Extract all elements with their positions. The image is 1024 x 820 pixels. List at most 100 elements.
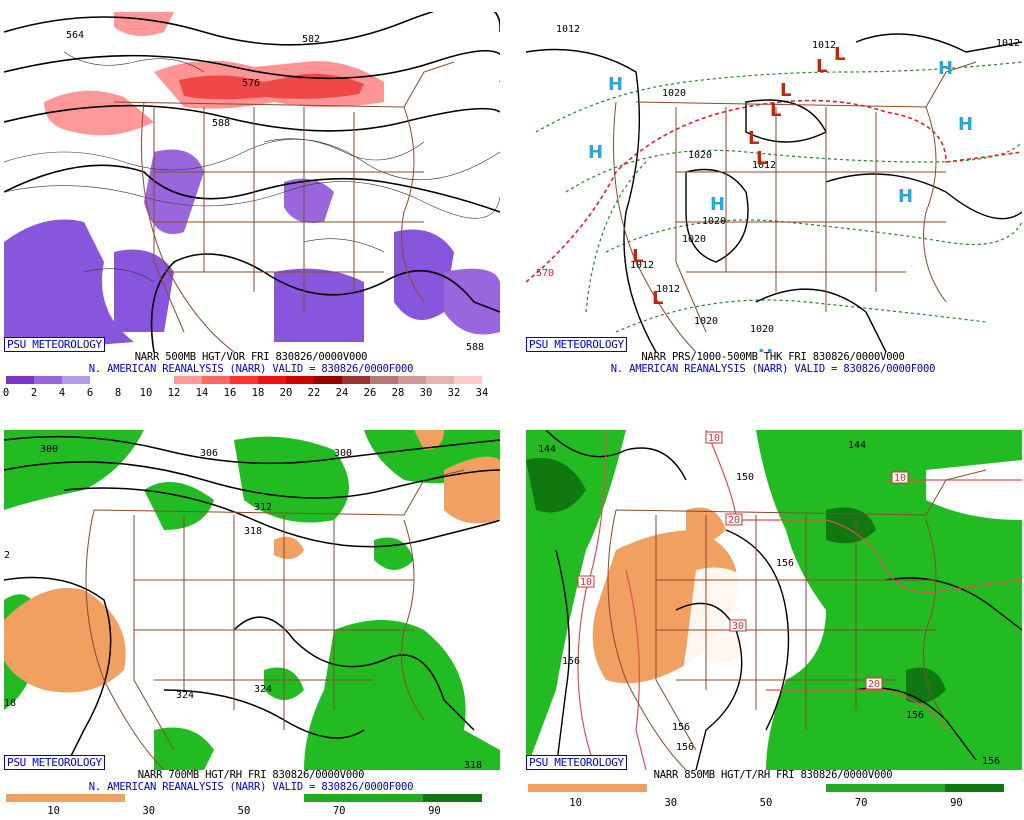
contour-label: 156 [672,722,690,733]
colorbar-swatch [363,794,423,802]
low-pressure-marker: L [748,128,759,149]
colorbar-swatch [258,376,286,384]
contour-label: 588 [212,118,230,129]
colorbar-swatch [244,794,304,802]
political-borders [613,61,977,352]
colorbar-label: 30 [664,797,678,809]
low-pressure-marker: L [756,148,767,169]
colorbar-swatch [647,784,707,792]
contour-label: 156 [982,756,1000,767]
temperature-label: 10 [580,577,592,588]
contour-label: 306 [200,448,218,459]
colorbar-label: 12 [167,387,181,399]
rh-moist-area [304,620,500,770]
high-pressure-marker: H [588,142,603,163]
contour-label: 312 [254,502,272,513]
colorbar-label: 0 [2,387,10,399]
rh-moist-area [144,482,214,530]
temperature-label: 10 [894,473,906,484]
contour-label: 156 [906,710,924,721]
colorbar-swatch [706,784,766,792]
vorticity-positive-area-west [44,90,154,136]
high-pressure-marker: H [958,114,973,135]
colorbar-swatch [528,784,588,792]
colorbar-label: 6 [86,387,94,399]
colorbar-swatch [146,376,174,384]
rh-moist-area [234,436,349,523]
colorbar-label: 2 [30,387,38,399]
colorbar-swatch [422,794,482,802]
map-500mb: 564 582 576 588 588 [4,12,500,352]
low-pressure-marker: L [632,246,643,267]
high-pressure-marker: H [898,186,913,207]
contour-label: 582 [302,34,320,45]
low-pressure-marker: L [770,100,781,121]
political-borders [607,469,987,770]
contour-label: 300 [40,444,58,455]
panel-500mb-vorticity: 564 582 576 588 588 PSU METEOROLOGY NARR… [0,0,502,402]
isobar-label: 1012 [996,38,1020,49]
colorbar-swatch [587,784,647,792]
low-pressure-marker: L [816,56,827,77]
colorbar-swatch [6,376,34,384]
colorbar-swatch [230,376,258,384]
contour-label: 300 [334,448,352,459]
vorticity-negative-gulf [444,268,500,335]
colorbar-swatch [303,794,363,802]
contour-label: 2 [4,550,10,561]
colorbar-swatch [314,376,342,384]
colorbar-label: 10 [47,805,60,817]
colorbar-swatch [944,784,1004,792]
colorbar-label: 34 [475,387,489,399]
colorbar-label: 90 [950,797,963,809]
colorbar-label: 28 [391,387,405,399]
isobar-label: 1012 [556,24,580,35]
psu-meteorology-badge: PSU METEOROLOGY [526,755,627,770]
rh-moist-area [4,430,144,510]
colorbar-label: 18 [251,387,265,399]
map-700mb: 300 306 300 312 318 324 324 318 2 18 [4,430,500,770]
thickness-570-line [526,99,1022,283]
colorbar-label: 8 [114,387,122,399]
colorbar-labels: 0 2 4 6 8 10 12 14 16 18 20 22 24 26 28 30 32 34 [2,387,488,400]
panel-subtitle: N. AMERICAN REANALYSIS (NARR) VALID = 83… [610,363,936,375]
contour-label: 156 [676,742,694,753]
colorbar-label: 10 [569,797,582,809]
vorticity-negative-central [114,249,174,332]
vorticity-positive-core [179,73,364,100]
vorticity-contours [4,51,500,283]
contour-label: 18 [4,698,16,709]
colorbar-label: 70 [854,797,868,809]
height-contours [4,435,500,770]
isobar-label: 1012 [812,40,836,51]
political-borders [85,469,465,770]
high-pressure-marker: H [758,346,773,352]
colorbar-labels: 10 30 50 70 90 [528,798,1004,810]
colorbar-swatch [426,376,454,384]
temperature-labels: 10 10 20 20 30 10 [577,431,909,690]
panel-700mb-rh: 300 306 300 312 318 324 324 318 2 18 PSU… [0,418,502,820]
map-850mb-svg: 144 144 150 156 156 156 156 156 156 10 1… [526,430,1022,770]
rh-moist-area [374,537,414,570]
isobar-label: 1020 [702,216,726,227]
temperature-contours [577,430,1022,770]
low-pressure-marker: L [834,44,845,65]
rh-moist-area [526,458,586,513]
rh-dry-area [414,430,444,450]
contour-label: 318 [464,760,482,770]
map-850mb: 144 144 150 156 156 156 156 156 156 10 1… [526,430,1022,770]
vorticity-positive-north [114,12,174,36]
colorbar-label: 30 [142,805,156,817]
colorbar-swatch [825,784,885,792]
isobar-label: 1020 [662,88,686,99]
contour-label: 156 [776,558,794,569]
isobar-label: 1020 [694,316,718,327]
rh-dry-area [4,588,126,693]
high-pressure-marker: H [938,58,953,79]
contour-label: 156 [562,656,580,667]
rh-neutral-area [682,567,760,742]
contour-label: 144 [538,444,556,455]
panel-title: NARR 700MB HGT/RH FRI 830826/0000V000 [137,769,365,781]
contour-label: 324 [176,690,194,701]
rh-dry-area [444,456,500,524]
